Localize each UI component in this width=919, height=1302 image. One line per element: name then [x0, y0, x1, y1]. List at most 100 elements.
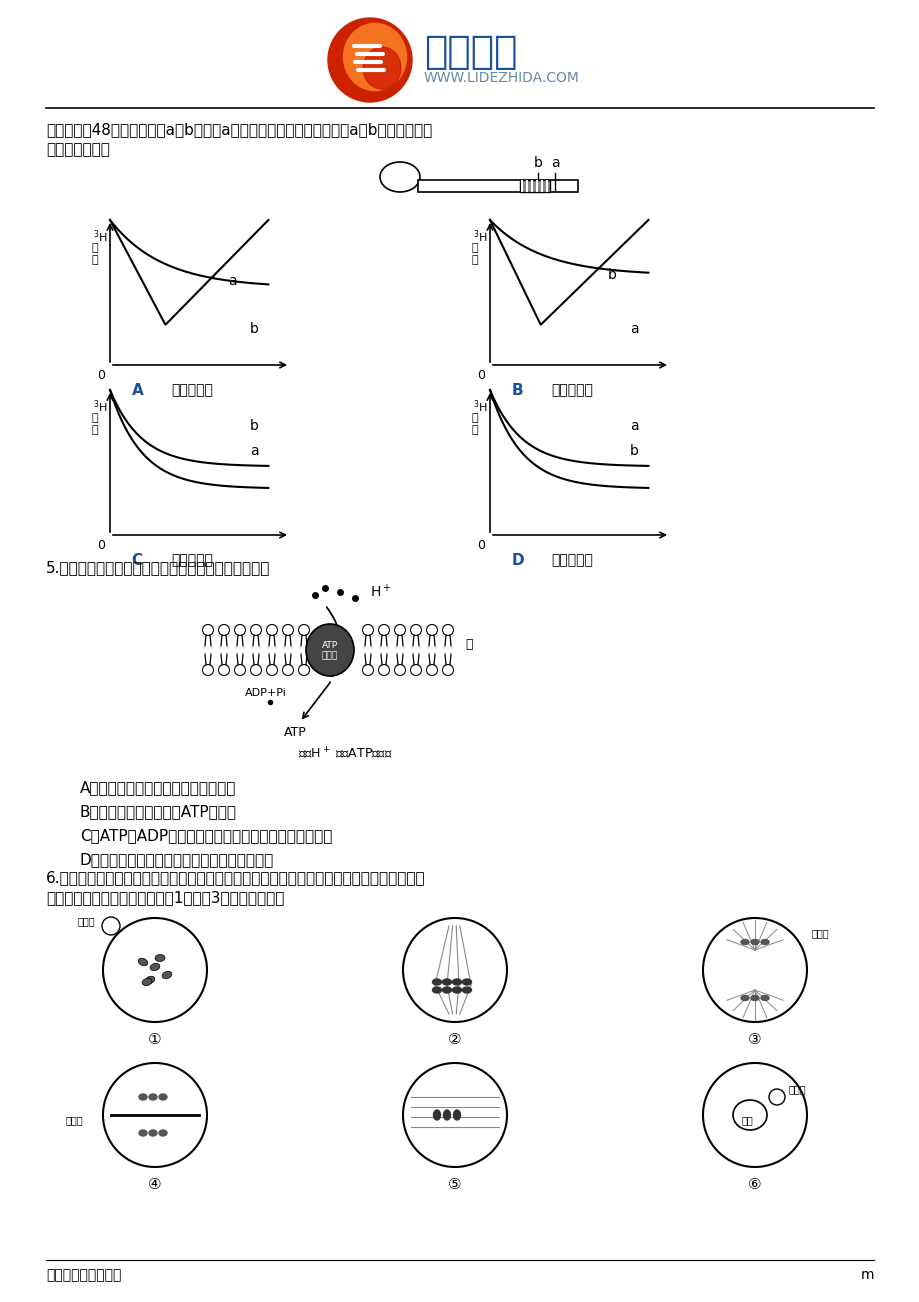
- Text: a: a: [249, 444, 258, 458]
- Ellipse shape: [760, 940, 768, 944]
- Text: 0: 0: [96, 539, 105, 552]
- Text: a: a: [629, 322, 638, 336]
- Circle shape: [362, 625, 373, 635]
- Text: 含: 含: [91, 243, 98, 253]
- Text: a: a: [629, 419, 638, 434]
- Text: 细胞周期顺序排列，其中排在第1位与第3位的图片分别是: 细胞周期顺序排列，其中排在第1位与第3位的图片分别是: [46, 891, 284, 905]
- Ellipse shape: [138, 958, 148, 966]
- Ellipse shape: [139, 1094, 147, 1100]
- Text: 利德智达: 利德智达: [424, 33, 517, 72]
- Text: 中心体: 中心体: [77, 917, 95, 926]
- Circle shape: [403, 918, 506, 1022]
- Ellipse shape: [452, 987, 461, 993]
- Circle shape: [267, 625, 278, 635]
- Ellipse shape: [142, 979, 152, 986]
- Circle shape: [250, 625, 261, 635]
- Circle shape: [702, 918, 806, 1022]
- Circle shape: [202, 625, 213, 635]
- Ellipse shape: [432, 979, 441, 986]
- Text: 0: 0: [476, 539, 484, 552]
- Ellipse shape: [462, 987, 471, 993]
- Text: 注：H$^+$ 驱动ATP的合成: 注：H$^+$ 驱动ATP的合成: [298, 745, 391, 760]
- Text: ④: ④: [148, 1177, 162, 1193]
- Text: 含: 含: [91, 413, 98, 423]
- Circle shape: [426, 664, 437, 676]
- Text: 时间（秒）: 时间（秒）: [550, 383, 593, 397]
- Text: ATP: ATP: [322, 642, 337, 651]
- Text: 细胞板: 细胞板: [65, 1115, 83, 1125]
- Text: 膜: 膜: [464, 638, 472, 651]
- Circle shape: [298, 625, 309, 635]
- Ellipse shape: [159, 1094, 167, 1100]
- Circle shape: [103, 918, 207, 1022]
- Bar: [417, 180, 577, 191]
- Text: ⑥: ⑥: [747, 1177, 761, 1193]
- Circle shape: [102, 917, 119, 935]
- Circle shape: [234, 625, 245, 635]
- Ellipse shape: [433, 1111, 440, 1120]
- Ellipse shape: [443, 1111, 450, 1120]
- Text: 含量变化情况为: 含量变化情况为: [46, 142, 109, 158]
- Text: 胸苷。连续48小时检测下图a和b部位（a是分生区），则随生长进程，a和b部位的放射性: 胸苷。连续48小时检测下图a和b部位（a是分生区），则随生长进程，a和b部位的放…: [46, 122, 432, 137]
- Text: 中心体: 中心体: [789, 1085, 806, 1094]
- Text: 核膜: 核膜: [741, 1115, 752, 1125]
- Text: 含: 含: [471, 413, 478, 423]
- Ellipse shape: [442, 979, 451, 986]
- Text: C: C: [131, 553, 142, 568]
- Ellipse shape: [740, 940, 748, 944]
- Ellipse shape: [306, 624, 354, 676]
- Text: 0: 0: [476, 368, 484, 381]
- Text: ⑤: ⑤: [448, 1177, 461, 1193]
- Circle shape: [219, 664, 229, 676]
- Text: b: b: [533, 156, 542, 171]
- Text: $^3$H: $^3$H: [93, 228, 108, 245]
- Ellipse shape: [760, 996, 768, 1000]
- Text: 量: 量: [471, 424, 478, 435]
- Circle shape: [298, 664, 309, 676]
- Ellipse shape: [380, 161, 420, 191]
- Ellipse shape: [149, 1130, 157, 1137]
- Text: b: b: [249, 322, 258, 336]
- Text: 星射线: 星射线: [811, 928, 829, 937]
- Circle shape: [267, 664, 278, 676]
- Text: 含: 含: [471, 243, 478, 253]
- Circle shape: [282, 625, 293, 635]
- Ellipse shape: [139, 1130, 147, 1137]
- Ellipse shape: [363, 47, 401, 89]
- Text: $^3$H: $^3$H: [93, 398, 108, 414]
- Text: WWW.LIDEZHIDA.COM: WWW.LIDEZHIDA.COM: [424, 72, 579, 85]
- Circle shape: [442, 625, 453, 635]
- Ellipse shape: [442, 987, 451, 993]
- Text: ②: ②: [448, 1032, 461, 1047]
- Circle shape: [378, 664, 389, 676]
- Text: m: m: [859, 1268, 873, 1282]
- Text: 量: 量: [91, 424, 98, 435]
- Ellipse shape: [462, 979, 471, 986]
- Text: ①: ①: [148, 1032, 162, 1047]
- Text: 量: 量: [471, 255, 478, 266]
- Text: a: a: [228, 273, 236, 288]
- Text: A．该生物膜一定是线粒体内膜的片段: A．该生物膜一定是线粒体内膜的片段: [80, 780, 236, 796]
- Ellipse shape: [162, 971, 172, 979]
- Ellipse shape: [328, 18, 412, 102]
- Ellipse shape: [159, 1130, 167, 1137]
- Text: H$^+$: H$^+$: [369, 583, 391, 600]
- Circle shape: [202, 664, 213, 676]
- Circle shape: [378, 625, 389, 635]
- Ellipse shape: [750, 940, 758, 944]
- Text: 时间（秒）: 时间（秒）: [171, 553, 213, 566]
- Text: b: b: [249, 419, 258, 434]
- Ellipse shape: [732, 1100, 766, 1130]
- Circle shape: [250, 664, 261, 676]
- Circle shape: [410, 664, 421, 676]
- Text: 时间（秒）: 时间（秒）: [550, 553, 593, 566]
- Text: C．ATP与ADP的相互转化可以发生在任何一个活细胞内: C．ATP与ADP的相互转化可以发生在任何一个活细胞内: [80, 828, 332, 842]
- Text: b: b: [607, 268, 616, 283]
- Text: 量: 量: [91, 255, 98, 266]
- Text: $^3$H: $^3$H: [472, 228, 487, 245]
- Text: ③: ③: [747, 1032, 761, 1047]
- Circle shape: [442, 664, 453, 676]
- Text: b: b: [629, 444, 638, 458]
- Bar: [519, 180, 550, 191]
- Text: 北京利德智达文化发: 北京利德智达文化发: [46, 1268, 121, 1282]
